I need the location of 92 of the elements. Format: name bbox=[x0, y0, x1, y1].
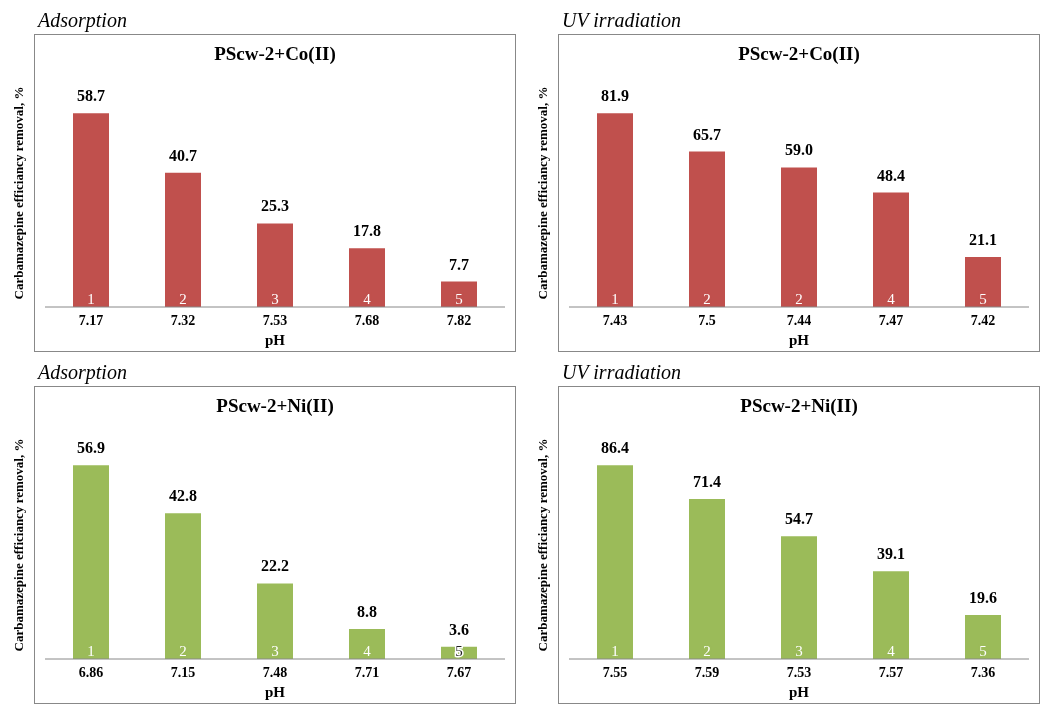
annotation: 3 bbox=[271, 643, 279, 659]
bar bbox=[689, 151, 725, 307]
bar bbox=[873, 192, 909, 307]
bar bbox=[873, 571, 909, 659]
data-label: 48.4 bbox=[877, 166, 905, 184]
data-label: 25.3 bbox=[261, 197, 289, 215]
data-label: 54.7 bbox=[785, 510, 813, 528]
x-axis-title: pH bbox=[788, 684, 810, 700]
x-tick-label: 7.53 bbox=[262, 312, 288, 328]
x-tick-label: 7.53 bbox=[786, 664, 812, 680]
bar bbox=[257, 223, 293, 307]
bar bbox=[781, 167, 817, 307]
annotation: 4 bbox=[363, 643, 372, 659]
x-tick-label: 7.43 bbox=[602, 312, 628, 328]
bar bbox=[781, 536, 817, 659]
annotation: 2 bbox=[703, 291, 711, 307]
data-label: 65.7 bbox=[693, 125, 721, 143]
chart-subtitle: PScw-2+Co(II) bbox=[737, 43, 861, 65]
data-label: 56.9 bbox=[77, 439, 105, 457]
x-tick-label: 7.42 bbox=[970, 312, 996, 328]
data-label: 8.8 bbox=[357, 603, 377, 621]
bar bbox=[165, 172, 201, 307]
bar bbox=[597, 465, 633, 659]
annotation: 1 bbox=[87, 291, 95, 307]
bar bbox=[165, 513, 201, 659]
bar bbox=[689, 498, 725, 659]
x-tick-label: 7.15 bbox=[170, 664, 196, 680]
annotation: 2 bbox=[179, 643, 187, 659]
bar bbox=[349, 248, 385, 307]
y-axis-title: Carbamazepine efficiancy removal, % bbox=[11, 438, 27, 652]
x-tick-label: 7.82 bbox=[446, 312, 472, 328]
annotation: 4 bbox=[363, 291, 372, 307]
data-label: 3.6 bbox=[449, 620, 469, 638]
annotation: 5 bbox=[455, 291, 463, 307]
x-axis-title: pH bbox=[788, 332, 810, 348]
annotation: 1 bbox=[611, 643, 619, 659]
x-tick-label: 7.17 bbox=[78, 312, 104, 328]
y-axis-title: Carbamazepine efficiancy removal, % bbox=[535, 86, 551, 300]
chart-subtitle: PScw-2+Co(II) bbox=[213, 43, 337, 65]
data-label: 39.1 bbox=[877, 545, 905, 563]
data-label: 42.8 bbox=[169, 487, 197, 505]
data-label: 22.2 bbox=[261, 557, 289, 575]
x-tick-label: 7.59 bbox=[694, 664, 720, 680]
bar bbox=[73, 465, 109, 659]
chart-title: UV irradiation bbox=[561, 360, 683, 385]
annotation: 1 bbox=[611, 291, 619, 307]
x-tick-label: 7.48 bbox=[262, 664, 288, 680]
x-tick-label: 7.36 bbox=[970, 664, 996, 680]
annotation: 3 bbox=[795, 643, 803, 659]
bar bbox=[73, 113, 109, 307]
chart-title: UV irradiation bbox=[561, 8, 683, 33]
x-tick-label: 7.55 bbox=[602, 664, 628, 680]
x-tick-label: 7.71 bbox=[354, 664, 380, 680]
x-tick-label: 7.68 bbox=[354, 312, 380, 328]
x-tick-label: 7.47 bbox=[878, 312, 904, 328]
bar bbox=[965, 257, 1001, 307]
x-axis-title: pH bbox=[264, 684, 286, 700]
annotation: 4 bbox=[887, 643, 896, 659]
annotation: 3 bbox=[271, 291, 279, 307]
annotation: 2 bbox=[703, 643, 711, 659]
y-axis-title: Carbamazepine efficiancy removal, % bbox=[11, 86, 27, 300]
annotation: 5 bbox=[979, 291, 987, 307]
bar bbox=[597, 113, 633, 307]
data-label: 86.4 bbox=[601, 439, 629, 457]
data-label: 81.9 bbox=[601, 87, 629, 105]
x-tick-label: 7.5 bbox=[698, 312, 716, 328]
data-label: 21.1 bbox=[969, 231, 997, 249]
chart-subtitle: PScw-2+Ni(II) bbox=[215, 395, 335, 417]
x-axis-title: pH bbox=[264, 332, 286, 348]
annotation: 2 bbox=[179, 291, 187, 307]
data-label: 40.7 bbox=[169, 146, 197, 164]
annotation: 1 bbox=[87, 643, 95, 659]
chart-subtitle: PScw-2+Ni(II) bbox=[739, 395, 859, 417]
chart-title: Adsorption bbox=[36, 8, 128, 34]
annotation: 5 bbox=[455, 643, 463, 659]
x-tick-label: 7.44 bbox=[786, 312, 812, 328]
chart-title: Adsorption bbox=[36, 360, 128, 386]
annotation: 2 bbox=[795, 291, 803, 307]
x-tick-label: 6.86 bbox=[78, 664, 104, 680]
bar bbox=[257, 583, 293, 659]
data-label: 17.8 bbox=[353, 222, 381, 240]
annotation: 4 bbox=[887, 291, 896, 307]
y-axis-title: Carbamazepine efficiancy removal, % bbox=[535, 438, 551, 652]
annotation: 5 bbox=[979, 643, 987, 659]
x-tick-label: 7.57 bbox=[878, 664, 904, 680]
data-label: 59.0 bbox=[785, 141, 813, 159]
data-label: 7.7 bbox=[449, 255, 469, 273]
data-label: 19.6 bbox=[969, 589, 997, 607]
data-label: 71.4 bbox=[693, 472, 721, 490]
x-tick-label: 7.67 bbox=[446, 664, 472, 680]
x-tick-label: 7.32 bbox=[170, 312, 196, 328]
data-label: 58.7 bbox=[77, 87, 105, 105]
